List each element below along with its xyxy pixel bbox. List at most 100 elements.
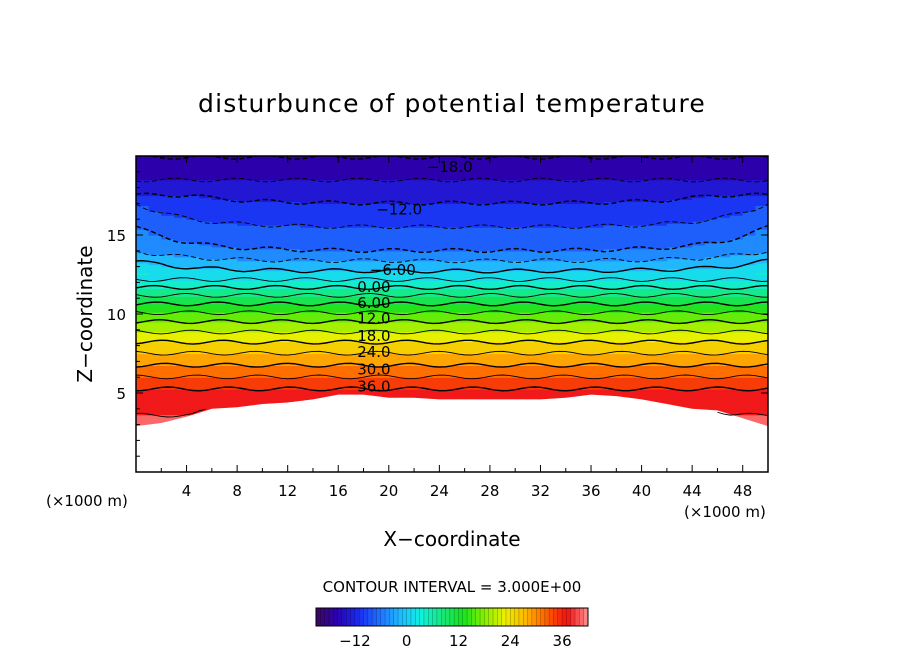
field-cell [755, 314, 768, 317]
field-cell [452, 292, 466, 295]
field-cell [565, 278, 579, 282]
field-cell [679, 369, 693, 372]
field-cell [553, 369, 567, 372]
field-cell [527, 371, 542, 374]
field-cell [338, 347, 352, 351]
field-cell [249, 396, 263, 400]
field-cell [300, 394, 314, 398]
field-cell [287, 369, 301, 372]
field-cell [287, 341, 301, 345]
field-cell [350, 343, 365, 347]
field-cell [489, 363, 504, 366]
field-cell [161, 347, 175, 351]
field-cell [515, 357, 529, 361]
field-cell [641, 278, 655, 282]
field-cell [553, 377, 567, 380]
field-cell [704, 396, 719, 400]
field-cell [312, 323, 327, 327]
field-cell [199, 298, 213, 301]
field-cell [224, 359, 238, 363]
field-cell [199, 282, 213, 285]
field-cell [300, 312, 314, 315]
field-cell [148, 406, 162, 410]
field-cell [464, 276, 478, 280]
field-cell [603, 306, 617, 309]
field-cell [249, 355, 263, 359]
field-cell [515, 331, 529, 335]
field-cell [628, 393, 643, 396]
field-cell [616, 280, 630, 284]
field-cell [452, 379, 466, 382]
field-cell [755, 276, 768, 280]
field-cell [591, 367, 605, 370]
field-cell [136, 339, 150, 343]
field-cell [452, 377, 466, 380]
field-cell [742, 302, 756, 305]
field-cell [136, 276, 150, 280]
field-cell [742, 410, 756, 414]
field-cell [186, 286, 200, 289]
field-cell [414, 321, 428, 325]
field-cell [628, 361, 643, 364]
field-cell [654, 294, 668, 297]
field-cell [136, 323, 150, 327]
field-cell [654, 371, 668, 374]
field-cell [641, 319, 655, 323]
field-cell [628, 391, 643, 394]
field-cell [439, 343, 453, 347]
field-cell [679, 371, 693, 374]
field-cell [628, 308, 643, 311]
field-cell [363, 375, 377, 378]
field-cell [148, 349, 162, 353]
field-cell [704, 371, 719, 374]
field-cell [350, 302, 365, 305]
field-cell [376, 377, 390, 380]
field-cell [136, 298, 150, 301]
field-cell [742, 373, 756, 376]
field-cell [742, 402, 756, 406]
field-cell [742, 339, 756, 343]
field-cell [211, 369, 226, 372]
field-cell [565, 339, 579, 343]
field-cell [755, 353, 768, 357]
field-cell [730, 412, 744, 416]
field-cell [439, 353, 453, 357]
field-cell [540, 280, 554, 284]
field-cell [388, 298, 403, 301]
field-cell [452, 383, 466, 386]
field-cell [755, 391, 768, 394]
field-cell [249, 325, 263, 329]
field-cell [704, 308, 719, 311]
field-cell [755, 315, 768, 319]
field-cell [376, 349, 390, 353]
field-cell [742, 300, 756, 303]
field-cell [755, 329, 768, 333]
field-cell [186, 329, 200, 333]
field-cell [553, 337, 567, 341]
field-cell [136, 355, 150, 359]
field-cell [477, 315, 491, 319]
field-cell [717, 408, 731, 412]
field-cell [717, 323, 731, 327]
field-cell [679, 333, 693, 337]
field-cell [136, 375, 150, 378]
field-cell [136, 414, 150, 418]
field-cell [426, 394, 440, 398]
field-cell [591, 337, 605, 341]
field-cell [591, 333, 605, 337]
field-cell [186, 298, 200, 301]
field-cell [148, 351, 162, 355]
field-cell [565, 329, 579, 333]
field-cell [148, 331, 162, 335]
field-cell [489, 300, 504, 303]
field-cell [553, 302, 567, 305]
field-cell [628, 274, 643, 278]
field-cell [565, 292, 579, 295]
field-cell [414, 315, 428, 319]
field-cell [502, 347, 516, 351]
field-cell [704, 298, 719, 301]
field-cell [325, 341, 339, 345]
field-cell [666, 331, 681, 335]
field-cell [401, 304, 415, 307]
field-cell [692, 306, 706, 309]
